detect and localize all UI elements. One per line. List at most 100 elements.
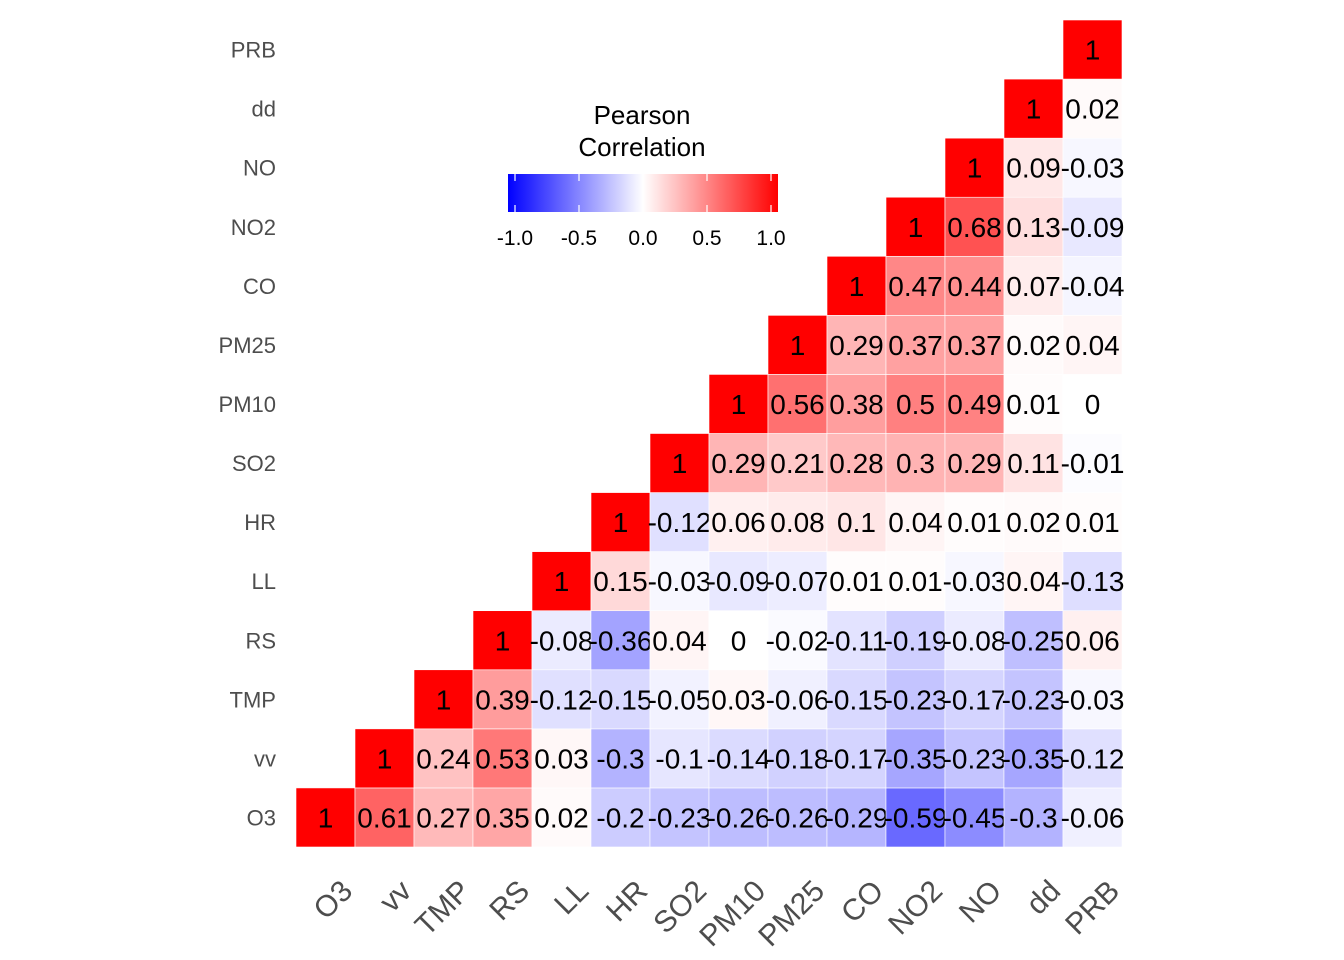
heatmap-cell-TMP-dd: [1003, 669, 1064, 730]
cell-value-HR-PM25: 0.08: [770, 507, 825, 538]
heatmap-cell-TMP-PM25: [767, 669, 828, 730]
cell-value-O3-CO: -0.29: [825, 802, 889, 833]
heatmap-cell-RS-dd: [1003, 610, 1064, 671]
cell-value-O3-NO2: -0.59: [884, 802, 948, 833]
heatmap-cell-PM25-PM25: [767, 315, 828, 375]
y-tick-label-PM25: PM25: [219, 333, 276, 358]
y-tick-label-LL: LL: [252, 569, 276, 594]
heatmap-cell-O3-HR: [590, 787, 651, 848]
heatmap-cell-RS-PRB: [1062, 610, 1123, 671]
x-tick-label-vv: vv: [374, 874, 419, 919]
cell-value-vv-NO: -0.23: [943, 743, 1007, 774]
cell-value-LL-PM25: -0.07: [766, 566, 830, 597]
cell-value-HR-NO2: 0.04: [888, 507, 943, 538]
heatmap-cell-NO2-PRB: [1062, 196, 1123, 257]
heatmap-cell-SO2-SO2: [649, 433, 710, 493]
heatmap-cell-O3-dd: [1003, 787, 1064, 848]
cell-value-NO2-NO2: 1: [908, 212, 924, 243]
heatmap-cell-SO2-PRB: [1062, 433, 1123, 493]
y-tick-label-O3: O3: [247, 805, 276, 830]
heatmap-cell-O3-RS: [472, 787, 533, 848]
heatmap-cell-vv-TMP: [413, 728, 474, 789]
x-tick-label-PM25: PM25: [752, 874, 831, 953]
cell-value-O3-TMP: 0.27: [416, 802, 471, 833]
cell-value-PM10-PRB: 0: [1085, 389, 1101, 420]
heatmap-cell-PM10-NO2: [885, 374, 946, 434]
cell-value-CO-dd: 0.07: [1006, 271, 1061, 302]
cell-value-RS-NO: -0.08: [943, 625, 1007, 656]
cell-value-PRB-PRB: 1: [1085, 35, 1101, 66]
cell-value-SO2-PM25: 0.21: [770, 448, 825, 479]
heatmap-cell-vv-PM10: [708, 728, 769, 789]
cell-value-PM10-CO: 0.38: [829, 389, 884, 420]
heatmap-cell-HR-SO2: [649, 492, 710, 552]
heatmap-cell-CO-PRB: [1062, 255, 1123, 316]
cell-value-vv-HR: -0.3: [596, 743, 644, 774]
cell-value-TMP-NO2: -0.23: [884, 684, 948, 715]
legend-tick-label: 1.0: [756, 227, 785, 250]
cell-value-O3-LL: 0.02: [534, 802, 589, 833]
cell-value-TMP-RS: 0.39: [475, 684, 530, 715]
heatmap-cell-PM10-PM25: [767, 374, 828, 434]
y-tick-label-PM10: PM10: [219, 392, 276, 417]
cell-value-dd-dd: 1: [1026, 94, 1042, 125]
cell-value-SO2-PM10: 0.29: [711, 448, 766, 479]
cell-value-O3-PM10: -0.26: [707, 802, 771, 833]
cell-value-O3-O3: 1: [318, 802, 334, 833]
heatmap-cell-O3-LL: [531, 787, 592, 848]
cell-value-TMP-NO: -0.17: [943, 684, 1007, 715]
cell-value-O3-vv: 0.61: [357, 802, 412, 833]
cell-value-TMP-PRB: -0.03: [1061, 684, 1125, 715]
heatmap-cell-SO2-PM25: [767, 433, 828, 493]
cell-value-NO-PRB: -0.03: [1061, 153, 1125, 184]
heatmap-cell-LL-SO2: [649, 551, 710, 612]
cell-value-TMP-HR: -0.15: [589, 684, 653, 715]
cell-value-NO-NO: 1: [967, 153, 983, 184]
cell-value-O3-NO: -0.45: [943, 802, 1007, 833]
y-tick-label-dd: dd: [252, 97, 276, 122]
y-tick-label-RS: RS: [245, 628, 276, 653]
cell-value-PM10-PM10: 1: [731, 389, 747, 420]
cell-value-PM10-NO2: 0.5: [896, 389, 935, 420]
cell-value-TMP-CO: -0.15: [825, 684, 889, 715]
cell-value-TMP-TMP: 1: [436, 684, 452, 715]
x-tick-label-NO2: NO2: [882, 874, 949, 941]
cell-value-RS-HR: -0.36: [589, 625, 653, 656]
cell-value-vv-SO2: -0.1: [655, 743, 703, 774]
cell-value-PM25-PM25: 1: [790, 330, 806, 361]
cell-value-HR-HR: 1: [613, 507, 629, 538]
cell-value-CO-CO: 1: [849, 271, 865, 302]
cell-value-O3-HR: -0.2: [596, 802, 644, 833]
cell-value-NO2-dd: 0.13: [1006, 212, 1061, 243]
y-tick-label-SO2: SO2: [232, 451, 276, 476]
cell-value-RS-NO2: -0.19: [884, 625, 948, 656]
cell-value-RS-dd: -0.25: [1002, 625, 1066, 656]
cell-value-RS-RS: 1: [495, 625, 511, 656]
cell-value-vv-NO2: -0.35: [884, 743, 948, 774]
heatmap-cell-PM25-PRB: [1062, 315, 1123, 375]
cell-value-O3-RS: 0.35: [475, 802, 530, 833]
heatmap-cell-PM25-CO: [826, 315, 887, 375]
y-tick-label-vv: vv: [254, 746, 276, 771]
cell-value-O3-PRB: -0.06: [1061, 802, 1125, 833]
heatmap-cell-CO-CO: [826, 255, 887, 316]
cell-value-vv-LL: 0.03: [534, 743, 589, 774]
y-tick-label-CO: CO: [243, 274, 276, 299]
legend-tick-label: -0.5: [561, 227, 597, 250]
cell-value-dd-PRB: 0.02: [1065, 94, 1120, 125]
x-tick-label-dd: dd: [1020, 874, 1067, 921]
heatmap-cells: 1 0.61 0.27 0.35 0.02 -0.2 -0.23-0.26-0.26-0.2…: [295, 19, 1125, 848]
heatmap-cell-LL-PM25: [767, 551, 828, 612]
heatmap-cell-PM25-dd: [1003, 315, 1064, 375]
heatmap-cell-NO-NO: [944, 137, 1005, 198]
cell-value-SO2-CO: 0.28: [829, 448, 884, 479]
heatmap-cell-NO-PRB: [1062, 137, 1123, 198]
x-tick-label-PM10: PM10: [693, 874, 772, 953]
heatmap-cell-vv-vv: [354, 728, 415, 789]
y-tick-label-HR: HR: [244, 510, 276, 535]
cell-value-PM25-NO2: 0.37: [888, 330, 943, 361]
cell-value-LL-LL: 1: [554, 566, 570, 597]
heatmap-cell-RS-CO: [826, 610, 887, 671]
heatmap-cell-vv-LL: [531, 728, 592, 789]
